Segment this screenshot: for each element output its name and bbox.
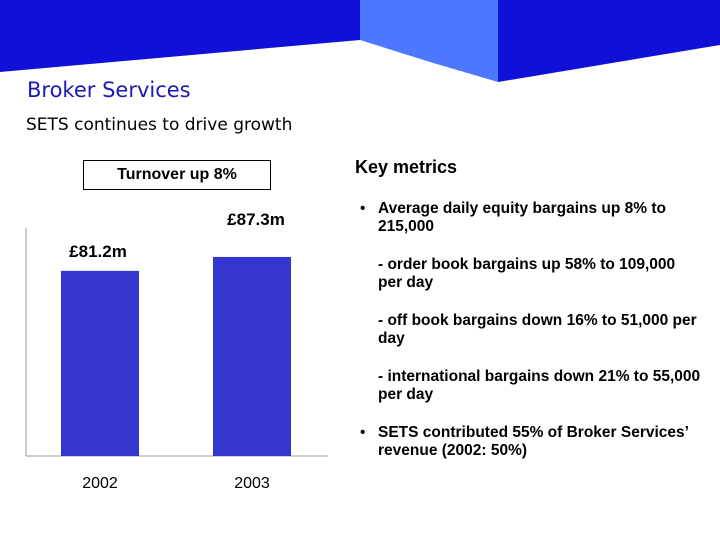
bullet-icon: • xyxy=(360,424,366,441)
page-subtitle: SETS continues to drive growth xyxy=(26,115,293,135)
banner-light-shape xyxy=(360,0,498,82)
metric-item: - international bargains down 21% to 55,… xyxy=(358,368,703,404)
chart-title: Turnover up 8% xyxy=(83,160,271,190)
metrics-heading: Key metrics xyxy=(355,157,458,177)
metric-text: Average daily equity bargains up 8% to 2… xyxy=(378,200,666,235)
metric-text: - off book bargains down 16% to 51,000 p… xyxy=(378,312,697,347)
metric-text: SETS contributed 55% of Broker Services’… xyxy=(378,424,689,459)
metric-text: - international bargains down 21% to 55,… xyxy=(378,368,701,403)
header-banner xyxy=(0,0,720,82)
bar-2003 xyxy=(213,256,291,456)
bullet-icon: • xyxy=(360,200,366,217)
x-tick-label-2002: 2002 xyxy=(82,475,118,492)
page-title: Broker Services xyxy=(27,78,191,102)
x-tick-label-2003: 2003 xyxy=(234,475,270,492)
bar-2002 xyxy=(61,270,139,456)
metrics-list: • Average daily equity bargains up 8% to … xyxy=(358,200,703,480)
data-label-2002: £81.2m xyxy=(69,242,127,261)
metric-item: - order book bargains up 58% to 109,000 … xyxy=(358,256,703,292)
banner-dark-shape-right xyxy=(498,0,720,82)
metric-text: - order book bargains up 58% to 109,000 … xyxy=(378,256,676,291)
metric-item: • Average daily equity bargains up 8% to … xyxy=(358,200,703,236)
metric-item: • SETS contributed 55% of Broker Services… xyxy=(358,424,703,460)
banner-dark-shape-left xyxy=(0,0,360,72)
metric-item: - off book bargains down 16% to 51,000 p… xyxy=(358,312,703,348)
data-label-2003: £87.3m xyxy=(227,210,285,229)
